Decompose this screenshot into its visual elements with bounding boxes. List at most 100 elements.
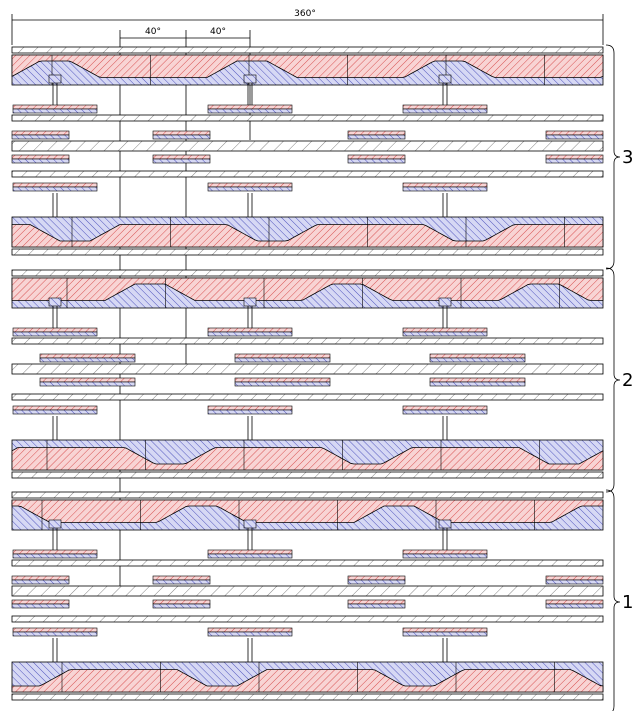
plate [153, 576, 210, 580]
plate [403, 550, 487, 554]
rail [12, 586, 603, 596]
plate [348, 600, 405, 604]
plate [208, 632, 292, 636]
follower-head [49, 75, 61, 83]
dimension-step: 40° [210, 27, 226, 37]
plate [12, 604, 69, 608]
plate [40, 354, 135, 358]
plate [235, 382, 330, 386]
follower-head [439, 520, 451, 528]
brace [606, 45, 620, 269]
plate [40, 378, 135, 382]
plate [208, 332, 292, 336]
plate [208, 550, 292, 554]
plate [235, 378, 330, 382]
rail [12, 394, 603, 400]
plate [153, 604, 210, 608]
plate [13, 632, 97, 636]
rail [12, 472, 603, 478]
brace [606, 490, 620, 711]
plate [430, 382, 525, 386]
plate [12, 576, 69, 580]
follower-head [244, 298, 256, 306]
plate [348, 580, 405, 584]
plate [348, 159, 405, 163]
plate [403, 187, 487, 191]
plate [153, 155, 210, 159]
plate [208, 554, 292, 558]
rail [12, 270, 603, 276]
rail [12, 171, 603, 177]
follower-head [439, 298, 451, 306]
plate [13, 105, 97, 109]
follower-head [49, 520, 61, 528]
plate [40, 382, 135, 386]
follower-head [49, 298, 61, 306]
follower-head [244, 520, 256, 528]
plate [12, 580, 69, 584]
rail [12, 141, 603, 151]
cam-diagram: 360° 40° 40° 321 [0, 0, 634, 711]
plate [12, 135, 69, 139]
plate [208, 410, 292, 414]
follower-head [439, 75, 451, 83]
plate [208, 328, 292, 332]
cam-profile [12, 670, 603, 693]
dimension-step: 40° [145, 27, 161, 37]
group-label: 1 [622, 592, 633, 613]
plate [13, 550, 97, 554]
plate [403, 406, 487, 410]
rail [12, 492, 603, 498]
plate [12, 600, 69, 604]
plate [348, 135, 405, 139]
follower-head [244, 75, 256, 83]
cam-profile [12, 55, 603, 78]
plate [546, 135, 603, 139]
rail [12, 364, 603, 374]
plate [13, 187, 97, 191]
plate [430, 358, 525, 362]
plate [546, 580, 603, 584]
rail [12, 47, 603, 53]
plate [546, 159, 603, 163]
plate [208, 406, 292, 410]
plate [12, 159, 69, 163]
plate [13, 406, 97, 410]
group-label: 2 [622, 370, 633, 391]
plate [403, 105, 487, 109]
plate [348, 604, 405, 608]
rail [12, 560, 603, 566]
plate [13, 183, 97, 187]
rail [12, 616, 603, 622]
plate [13, 332, 97, 336]
plate [348, 155, 405, 159]
plate [348, 131, 405, 135]
plate [403, 554, 487, 558]
plate [13, 109, 97, 113]
plate [430, 354, 525, 358]
rail [12, 694, 603, 700]
plate [403, 632, 487, 636]
plate [403, 332, 487, 336]
plate [235, 358, 330, 362]
plate [208, 183, 292, 187]
plate [546, 131, 603, 135]
brace [606, 268, 620, 492]
cam-profile [12, 448, 603, 471]
plate [403, 183, 487, 187]
rail [12, 115, 603, 121]
plate [348, 576, 405, 580]
plate [403, 628, 487, 632]
plate [546, 576, 603, 580]
plate [12, 155, 69, 159]
plate [403, 410, 487, 414]
plate [208, 109, 292, 113]
rail [12, 338, 603, 344]
groups: 321 [12, 45, 633, 711]
plate [13, 328, 97, 332]
plate [208, 105, 292, 109]
plate [208, 187, 292, 191]
plate [546, 600, 603, 604]
plate [403, 328, 487, 332]
plate [235, 354, 330, 358]
